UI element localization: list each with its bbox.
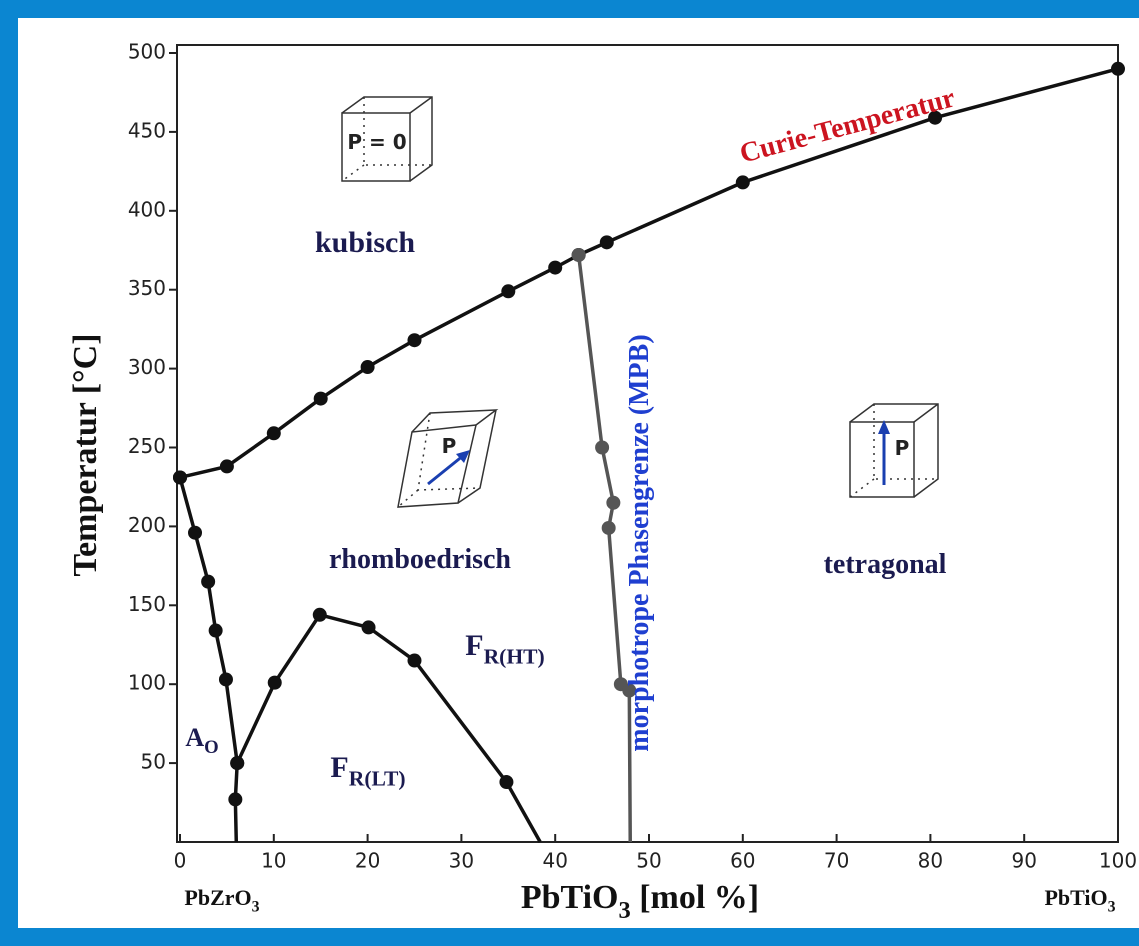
x-tick-label: 10 xyxy=(261,849,286,873)
data-point xyxy=(314,392,328,406)
x-tick-label: 40 xyxy=(542,849,567,873)
annotation-main: kubisch xyxy=(315,226,415,259)
data-point xyxy=(606,496,620,510)
y-tick-label: 50 xyxy=(141,750,166,774)
annotation: tetragonal xyxy=(824,549,947,580)
annotation: rhomboedrisch xyxy=(329,544,511,575)
data-point xyxy=(209,624,223,638)
end-label-main: PbZrO xyxy=(184,885,251,910)
x-tick-label: 20 xyxy=(355,849,380,873)
y-tick-label: 250 xyxy=(128,434,166,458)
y-tick-label: 500 xyxy=(128,40,166,64)
annotation-main: F xyxy=(330,751,348,784)
data-point xyxy=(499,775,513,789)
data-point xyxy=(602,521,616,535)
end-label-sub: 3 xyxy=(1108,898,1116,915)
x-tick-label: 90 xyxy=(1011,849,1036,873)
annotation-main: tetragonal xyxy=(824,549,947,580)
annotation: morphotrope Phasengrenze (MPB) xyxy=(624,334,655,751)
annotation: kubisch xyxy=(315,226,415,259)
annotation-sub: R(LT) xyxy=(349,766,406,790)
y-tick-label: 400 xyxy=(128,197,166,221)
data-point xyxy=(548,261,562,275)
x-tick-label: 30 xyxy=(449,849,474,873)
y-tick-label: 350 xyxy=(128,276,166,300)
x-tick-label: 60 xyxy=(730,849,755,873)
x-tick-label: 50 xyxy=(636,849,661,873)
x-axis-label-main: PbTiO xyxy=(521,879,619,916)
annotation: P xyxy=(895,436,910,460)
data-point xyxy=(736,175,750,189)
data-point xyxy=(220,459,234,473)
data-point xyxy=(230,756,244,770)
y-tick-label: 150 xyxy=(128,592,166,616)
y-tick-label: 300 xyxy=(128,355,166,379)
annotation-sub: R(HT) xyxy=(484,644,545,668)
x-tick-label: 0 xyxy=(174,849,187,873)
data-point xyxy=(201,575,215,589)
chart: 50 100 150 200 250 300 350 400 450 500 0 10 20 30 40 50… xyxy=(0,0,1139,946)
data-point xyxy=(219,672,233,686)
end-label-main: PbTiO xyxy=(1044,885,1107,910)
y-tick-label: 200 xyxy=(128,513,166,537)
data-point xyxy=(268,676,282,690)
x-tick-label: 80 xyxy=(918,849,943,873)
frame-background xyxy=(18,18,1139,928)
data-point xyxy=(362,620,376,634)
data-point xyxy=(188,526,202,540)
annotation-main: A xyxy=(185,723,204,752)
data-point xyxy=(600,235,614,249)
data-point xyxy=(267,426,281,440)
annotation-main: P xyxy=(895,436,910,460)
x-tick-label: 100 xyxy=(1099,849,1137,873)
data-point xyxy=(408,654,422,668)
data-point xyxy=(408,333,422,347)
data-point xyxy=(595,441,609,455)
x-axis-label-sub: 3 xyxy=(618,897,630,924)
data-point xyxy=(228,792,242,806)
data-point xyxy=(313,608,327,622)
end-label-sub: 3 xyxy=(252,898,260,915)
data-point xyxy=(361,360,375,374)
annotation: P xyxy=(442,434,457,458)
y-tick-label: 100 xyxy=(128,671,166,695)
x-tick-label: 70 xyxy=(824,849,849,873)
annotation-main: morphotrope Phasengrenze (MPB) xyxy=(624,334,655,751)
y-tick-label: 450 xyxy=(128,118,166,142)
y-axis-label: Temperatur [°C] xyxy=(67,333,104,576)
data-point xyxy=(572,248,586,262)
annotation: P = 0 xyxy=(347,130,406,154)
data-point xyxy=(501,284,515,298)
annotation-main: P xyxy=(442,434,457,458)
data-point xyxy=(173,470,187,484)
annotation-main: P = 0 xyxy=(347,130,406,154)
annotation-main: F xyxy=(465,629,483,662)
annotation-sub: O xyxy=(204,737,219,758)
data-point xyxy=(1111,62,1125,76)
annotation-main: rhomboedrisch xyxy=(329,544,511,575)
x-axis-label-tail: [mol %] xyxy=(631,879,759,916)
